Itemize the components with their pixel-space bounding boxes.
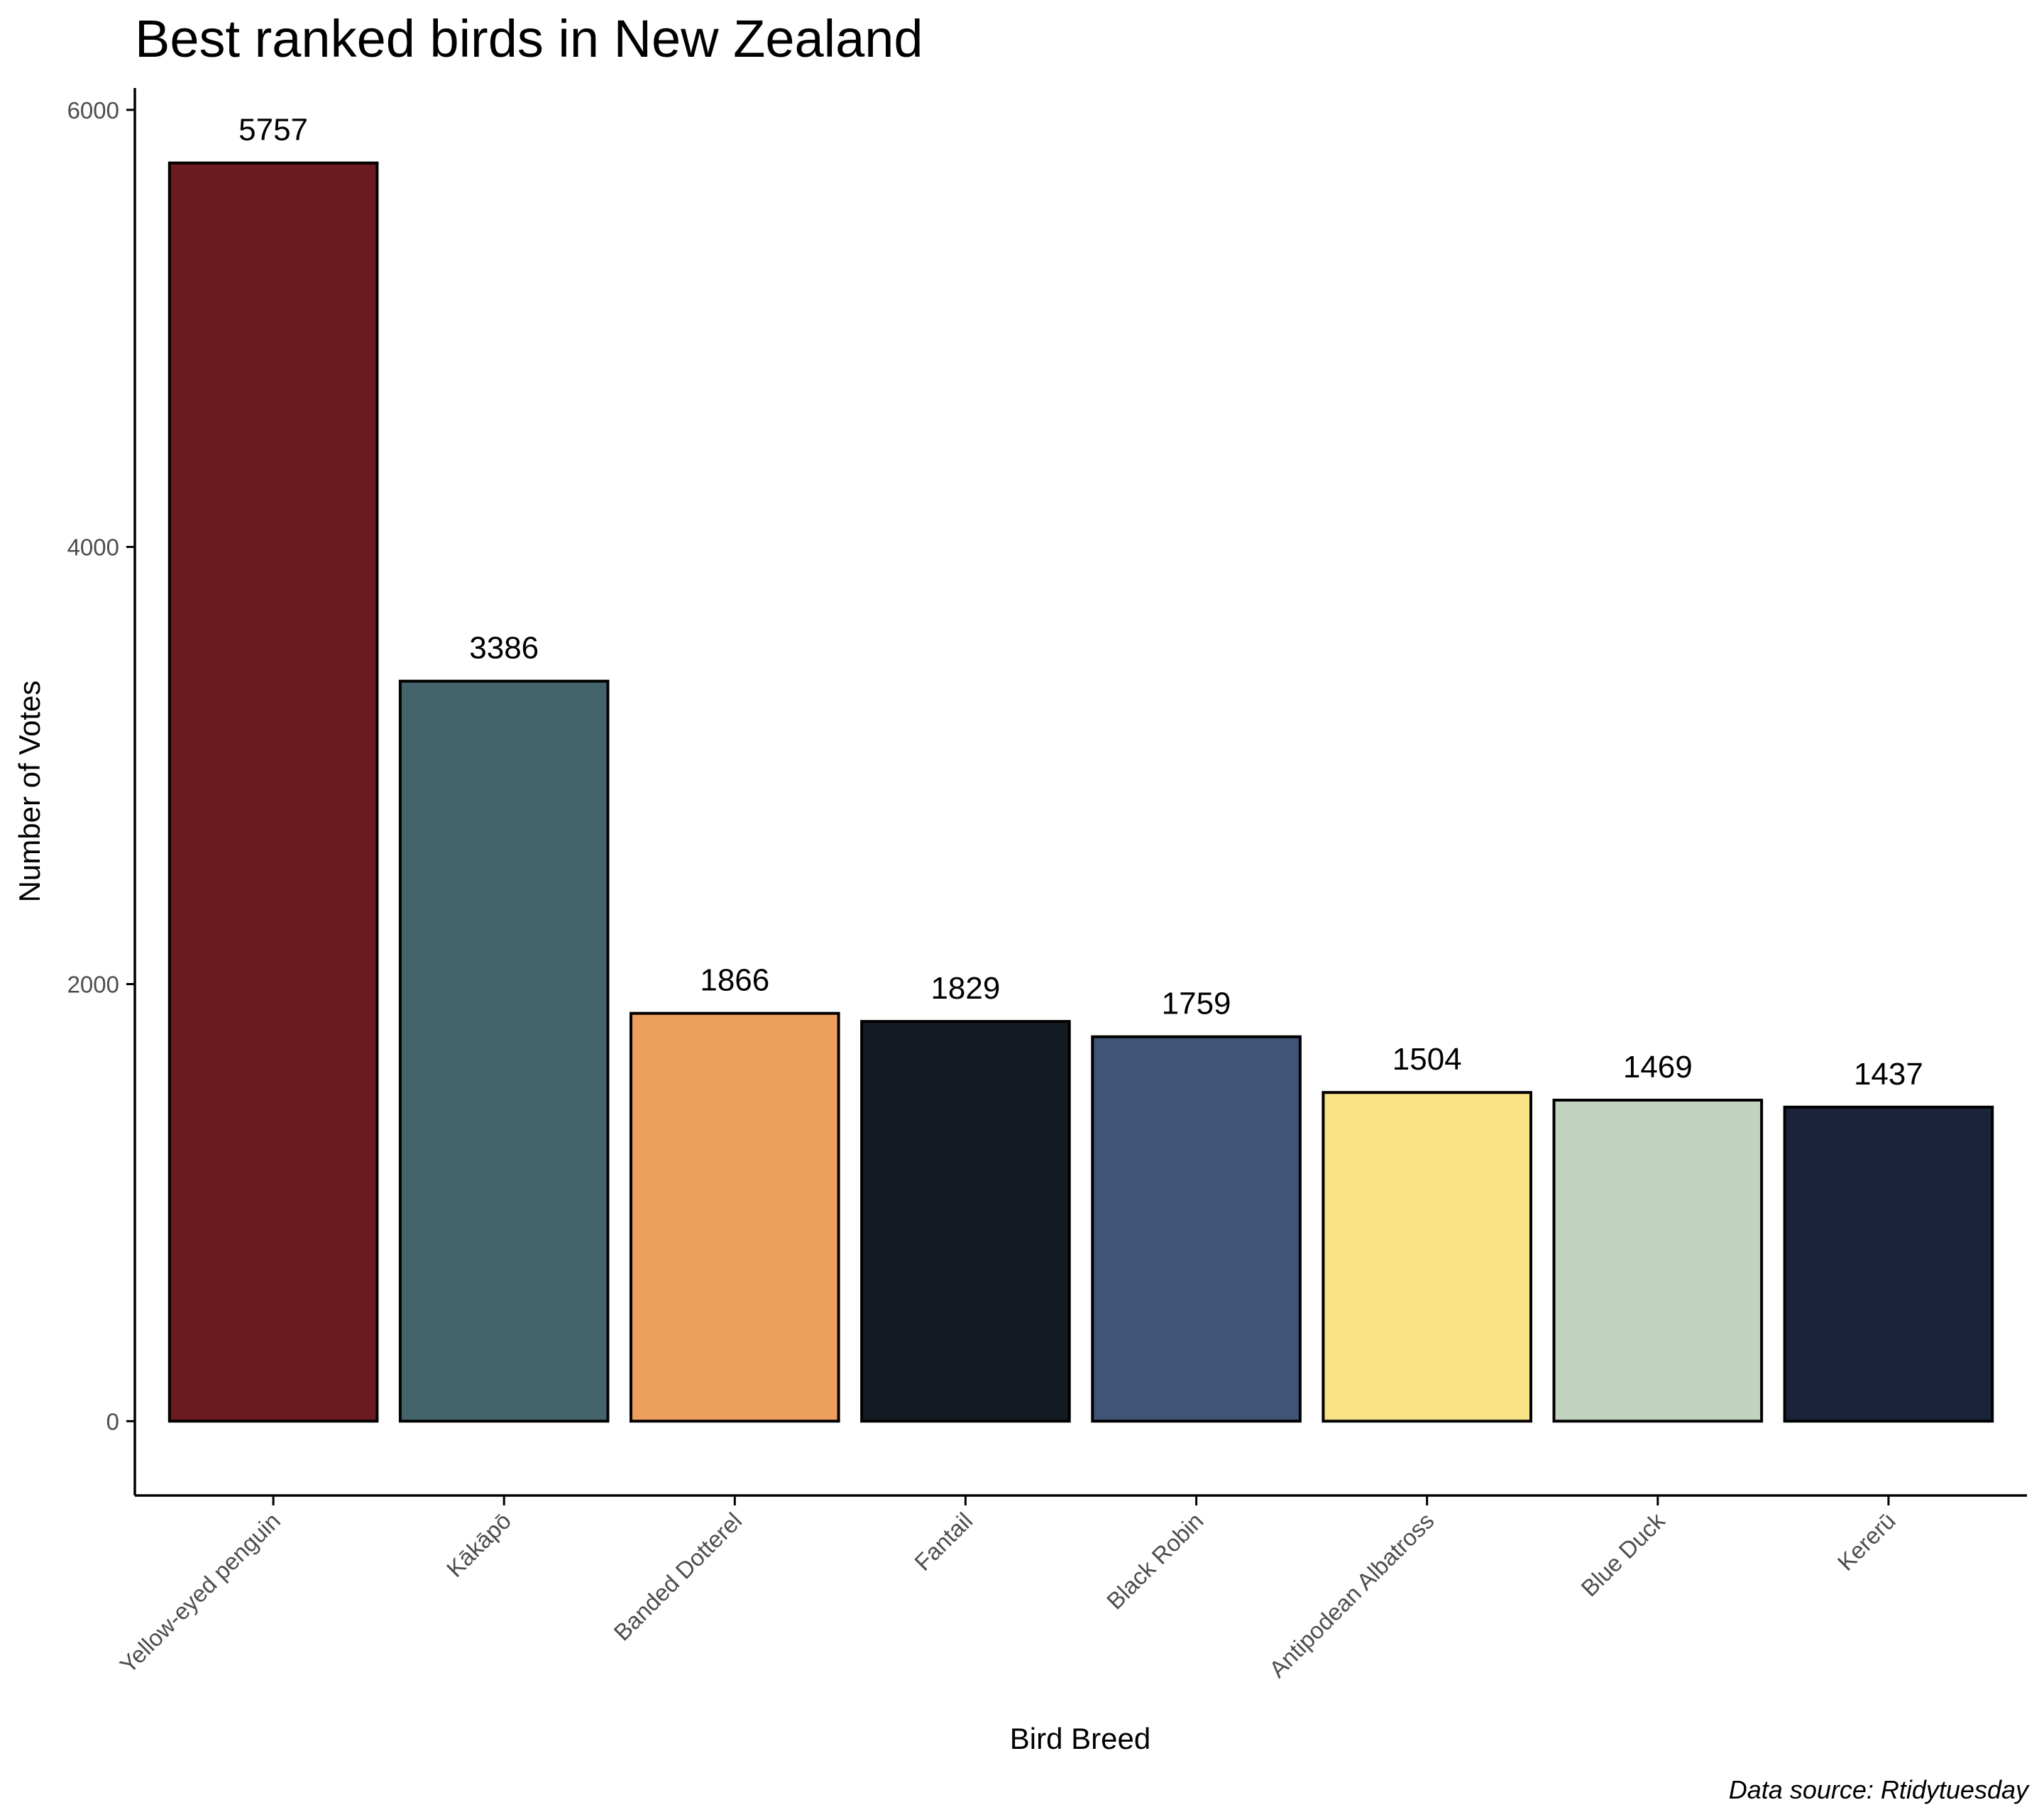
bar-2 xyxy=(630,1011,840,1423)
y-axis-title: Number of Votes xyxy=(13,681,46,903)
x-tick-label-3: Fantail xyxy=(909,1508,977,1576)
x-tick-label-4: Black Robin xyxy=(1101,1508,1209,1615)
x-tick-label-5: Antipodean Albatross xyxy=(1264,1508,1439,1683)
x-tick-label-6: Blue Duck xyxy=(1576,1507,1670,1601)
x-ticks-layer: Yellow-eyed penguin Kākāpō Banded Dotterel… xyxy=(114,1495,1901,1683)
data-label-2: 1866 xyxy=(700,963,769,998)
bar-3 xyxy=(860,1020,1071,1423)
data-label-1: 3386 xyxy=(469,631,539,666)
bars-layer xyxy=(167,161,1994,1423)
x-tick-label-2: Banded Dotterel xyxy=(608,1508,747,1646)
bar-1 xyxy=(398,679,610,1423)
bar-4 xyxy=(1091,1035,1302,1423)
y-tick-label-0: 0 xyxy=(106,1408,119,1434)
x-axis-title: Bird Breed xyxy=(1010,1722,1150,1755)
y-tick-label-2: 4000 xyxy=(67,534,119,561)
x-tick-label-1: Kākāpō xyxy=(441,1508,516,1582)
bar-5 xyxy=(1322,1091,1533,1423)
data-label-3: 1829 xyxy=(930,971,1000,1006)
x-tick-label-7: Kererū xyxy=(1833,1508,1901,1576)
chart-title: Best ranked birds in New Zealand xyxy=(135,9,923,68)
y-tick-label-3: 6000 xyxy=(67,97,119,123)
data-label-0: 5757 xyxy=(238,113,308,148)
data-label-6: 1469 xyxy=(1623,1050,1693,1085)
data-label-4: 1759 xyxy=(1162,987,1231,1021)
data-labels-layer: 5757 3386 1866 1829 1759 1504 1469 1437 xyxy=(238,113,1923,1092)
y-ticks-layer: 0 2000 4000 6000 xyxy=(67,97,135,1434)
bar-0 xyxy=(167,161,379,1423)
data-label-5: 1504 xyxy=(1392,1042,1462,1077)
x-tick-label-0: Yellow-eyed penguin xyxy=(114,1508,285,1679)
y-tick-label-1: 2000 xyxy=(67,972,119,998)
bar-7 xyxy=(1783,1105,1994,1423)
data-label-7: 1437 xyxy=(1854,1057,1923,1092)
bar-6 xyxy=(1552,1099,1764,1423)
chart-caption: Data source: Rtidytuesday xyxy=(1729,1775,2030,1804)
